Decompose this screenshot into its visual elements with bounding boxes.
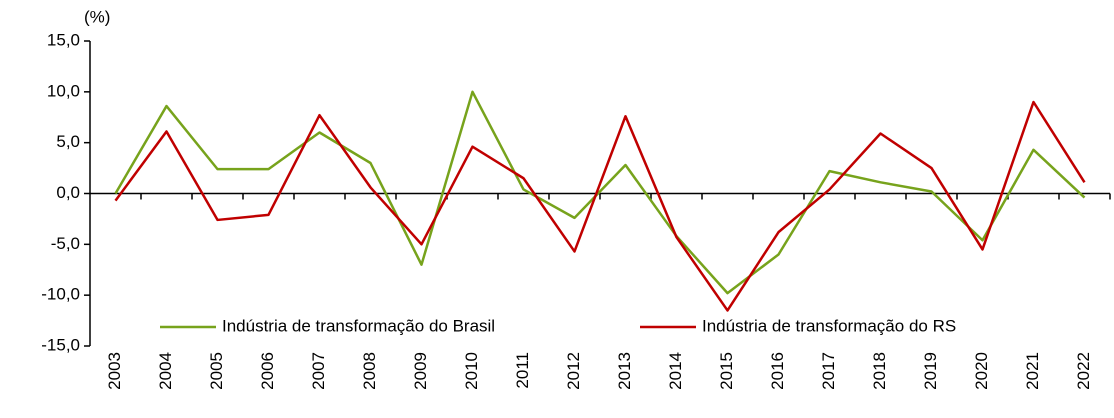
x-tick-label: 2006: [258, 352, 277, 390]
y-tick-label: 5,0: [56, 132, 80, 151]
x-tick-label: 2012: [564, 352, 583, 390]
x-tick-label: 2022: [1074, 352, 1093, 390]
x-tick-label: 2013: [615, 352, 634, 390]
y-tick-label: -5,0: [51, 234, 80, 253]
line-series: [114, 90, 1086, 295]
line-series: [114, 100, 1086, 312]
y-tick-label: -15,0: [41, 335, 80, 354]
y-tick-label: 15,0: [47, 30, 80, 49]
x-tick-label: 2020: [972, 352, 991, 390]
y-tick-label: 0,0: [56, 183, 80, 202]
x-tick-label: 2008: [360, 352, 379, 390]
x-tick-label: 2007: [309, 352, 328, 390]
x-tick-label: 2017: [819, 352, 838, 390]
y-tick-label: 10,0: [47, 81, 80, 100]
x-tick-label: 2016: [768, 352, 787, 390]
x-tick-label: 2010: [462, 352, 481, 390]
x-tick-label: 2018: [870, 352, 889, 390]
x-tick-label: 2015: [717, 352, 736, 390]
x-tick-label: 2014: [666, 352, 685, 390]
x-tick-label: 2004: [156, 352, 175, 390]
x-tick-label: 2011: [513, 352, 532, 389]
x-tick-label: 2019: [921, 352, 940, 390]
legend-label: Indústria de transformação do RS: [702, 316, 956, 335]
y-axis-label: (%): [84, 7, 110, 26]
legend-label: Indústria de transformação do Brasil: [222, 316, 495, 335]
x-tick-label: 2009: [411, 352, 430, 390]
y-tick-label: -10,0: [41, 285, 80, 304]
x-tick-label: 2021: [1023, 352, 1042, 390]
x-tick-label: 2005: [207, 352, 226, 390]
x-tick-label: 2003: [105, 352, 124, 390]
